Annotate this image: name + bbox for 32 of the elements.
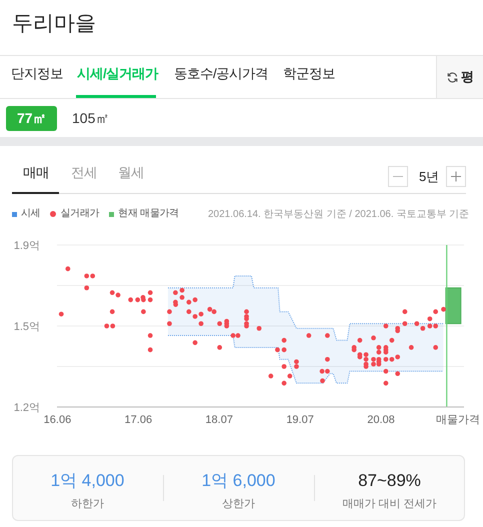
- y-tick-label: 1.2억: [14, 402, 40, 414]
- text: 105㎡: [72, 110, 110, 127]
- text: 학군정보: [283, 66, 335, 82]
- text: 전세: [71, 165, 97, 182]
- y-tick-label: 1.9억: [14, 240, 40, 252]
- text: 매매: [23, 165, 49, 182]
- text: 1억 6,000: [202, 471, 276, 490]
- legend-label: 실거래가: [60, 208, 100, 220]
- text: 상한가: [222, 498, 255, 510]
- text: 매매가 대비 전세가: [342, 498, 437, 510]
- text: 동호수/공시가격: [174, 66, 268, 82]
- text: 5년: [419, 169, 440, 185]
- text: 77㎡: [17, 110, 47, 127]
- text: 평: [461, 69, 474, 85]
- y-tick-label: 1.5억: [14, 320, 40, 333]
- x-tick-label: 16.06: [44, 414, 72, 426]
- chart-title: 두리마을: [12, 11, 96, 36]
- text: 월세: [118, 165, 144, 182]
- x-tick-label: 매물가격: [436, 414, 480, 426]
- line-series: [167, 275, 444, 341]
- text: 2021.06.14. 한국부동산원 기준 / 2021.06. 국토교통부 기준: [208, 209, 470, 221]
- text: 87~89%: [358, 471, 421, 490]
- text: 하한가: [71, 498, 104, 510]
- x-tick-label: 20.08: [367, 414, 395, 426]
- text: 1억 4,000: [50, 471, 124, 490]
- text: 단지정보: [11, 66, 63, 82]
- x-tick-label: 19.07: [286, 414, 314, 426]
- x-tick-label: 17.06: [124, 414, 152, 426]
- x-tick-label: 18.07: [205, 414, 233, 426]
- text: 시세/실거래가: [77, 66, 158, 82]
- legend-label: 현재 매물가격: [118, 208, 179, 220]
- legend-label: 시세: [21, 208, 40, 220]
